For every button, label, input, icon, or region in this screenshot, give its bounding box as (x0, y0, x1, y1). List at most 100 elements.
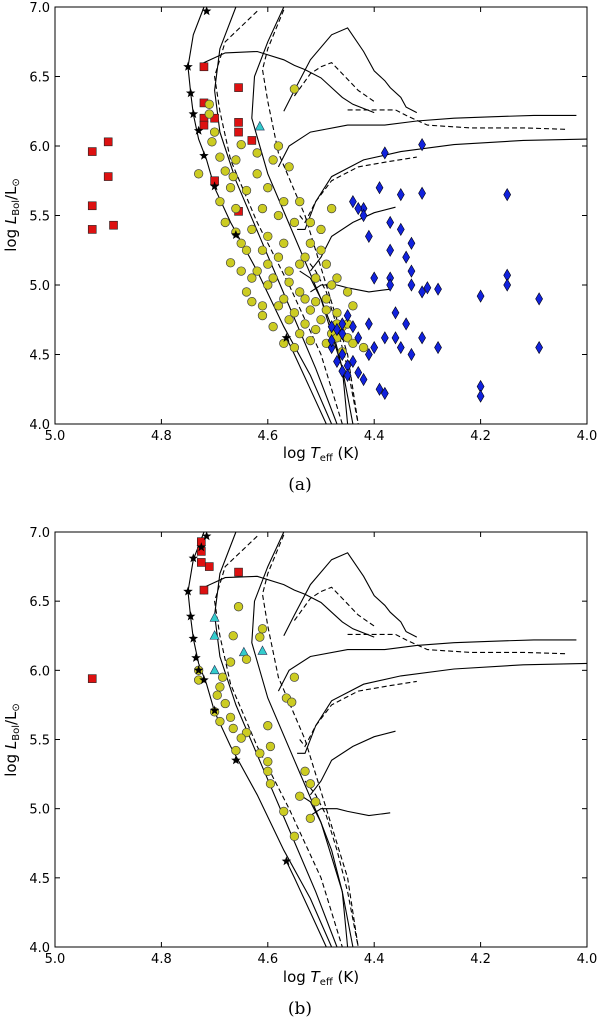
yellow-circle-point (220, 217, 230, 228)
yellow-circle-point (263, 766, 273, 776)
yellow-circle-point (257, 624, 268, 634)
yellow-circle-point (215, 716, 225, 727)
blue-diamond-point (407, 264, 416, 278)
yellow-circle-point (241, 654, 252, 664)
yellow-circle-point (316, 224, 326, 235)
yellow-circle-point (305, 813, 316, 823)
blue-diamond-point (386, 278, 395, 292)
track-solid (309, 730, 396, 796)
y-tick-label: 5.0 (29, 279, 50, 294)
star-point (193, 125, 204, 135)
blue-diamond-point (349, 354, 357, 369)
yellow-circle-point (252, 266, 262, 276)
yellow-circle-point (193, 169, 204, 179)
panel-a: 5.0 4.8 4.6 4.4 4.2 4.04.04.55.05.56.06.57.0 … (2, 1, 597, 495)
yellow-circle-point (217, 672, 228, 682)
yellow-circle-point (231, 155, 241, 165)
x-tick-label: 4.6 (257, 952, 278, 967)
track-solid (277, 639, 577, 692)
track-dashed (261, 534, 359, 948)
red-square-point (199, 62, 209, 72)
blue-diamond-point (503, 188, 512, 202)
y-tick-label: 6.0 (29, 140, 50, 155)
yellow-circle-point (348, 338, 358, 349)
red-square-point (199, 585, 209, 595)
blue-diamond-point (375, 382, 384, 396)
yellow-circle-point (257, 301, 268, 311)
track-solid (299, 794, 349, 948)
track-dashed (299, 156, 417, 224)
yellow-circle-point (236, 733, 246, 743)
blue-diamond-point (396, 188, 405, 202)
axis-ticks: 5.0 4.8 4.6 4.4 4.2 4.0 4.0 4.5 5.0 5.5 6.0 6.5 7.0 (29, 1, 597, 444)
blue-diamond-point (380, 386, 389, 401)
blue-diamond-point (354, 331, 363, 345)
track-dashed (293, 586, 375, 627)
blue-diamond-point (359, 372, 368, 387)
yellow-circle-point (311, 273, 321, 283)
yellow-circle-point (284, 266, 294, 276)
yellow-circle-point (279, 196, 289, 207)
yellow-circle-point (305, 217, 316, 228)
yellow-circle-point (263, 259, 273, 269)
y-tick-label: 5.0 (29, 803, 50, 818)
data-points (87, 6, 543, 403)
x-tick-label: 5.0 (45, 429, 66, 444)
yellow-circle-point (321, 305, 331, 315)
track-solid (214, 6, 338, 425)
yellow-circle-point (279, 338, 289, 349)
yellow-circle-point (236, 139, 246, 150)
y-axis-label: log LBol/L⊙ (2, 703, 22, 777)
yellow-circle-point (268, 155, 278, 165)
panel-b: 5.0 4.8 4.6 4.4 4.2 4.04.04.55.05.56.06.57.0 … (2, 526, 597, 1019)
blue-diamond-point (434, 282, 442, 296)
blue-diamond-point (396, 222, 405, 236)
yellow-circle-point (265, 779, 276, 789)
blue-diamond-point (418, 186, 426, 200)
yellow-circle-point (247, 273, 257, 283)
yellow-circle-point (228, 631, 238, 641)
yellow-circle-point (228, 723, 238, 734)
blue-diamond-point (375, 181, 384, 195)
yellow-circle-point (257, 203, 268, 214)
track-dashed (299, 680, 417, 748)
yellow-circle-point (284, 277, 294, 287)
blue-diamond-point (402, 250, 410, 264)
yellow-circle-point (231, 203, 241, 214)
x-tick-label: 4.8 (151, 429, 172, 444)
blue-diamond-point (327, 334, 336, 348)
yellow-circle-point (295, 196, 305, 207)
star-point (231, 230, 241, 239)
blue-diamond-point (386, 243, 395, 257)
star-point (188, 109, 199, 119)
yellow-circle-point (255, 748, 265, 758)
blue-diamond-point (396, 340, 405, 355)
blue-diamond-point (354, 365, 363, 380)
track-solid (214, 531, 338, 948)
yellow-circle-point (289, 308, 300, 318)
yellow-circle-point (231, 745, 241, 756)
y-tick-label: 6.5 (29, 595, 50, 610)
track-dashed (214, 10, 343, 425)
yellow-circle-point (225, 183, 236, 193)
yellow-circle-point (279, 294, 289, 304)
blue-diamond-point (327, 340, 336, 355)
x-tick-label: 4.8 (151, 952, 172, 967)
y-tick-label: 7.0 (29, 1, 50, 16)
blue-diamond-point (380, 146, 389, 160)
track-solid (310, 284, 391, 293)
plot-frame (54, 531, 588, 948)
yellow-circle-point (273, 141, 284, 151)
blue-diamond-point (338, 364, 347, 378)
track-solid (283, 27, 418, 114)
yellow-circle-point (289, 217, 300, 228)
blue-diamond-point (386, 215, 395, 230)
track-dashed (347, 109, 566, 130)
y-tick-label: 5.5 (29, 734, 50, 749)
yellow-circle-point (257, 245, 268, 255)
track-solid (277, 114, 577, 168)
yellow-circle-point (295, 259, 305, 269)
yellow-circle-point (348, 301, 358, 311)
yellow-circle-point (305, 305, 316, 315)
